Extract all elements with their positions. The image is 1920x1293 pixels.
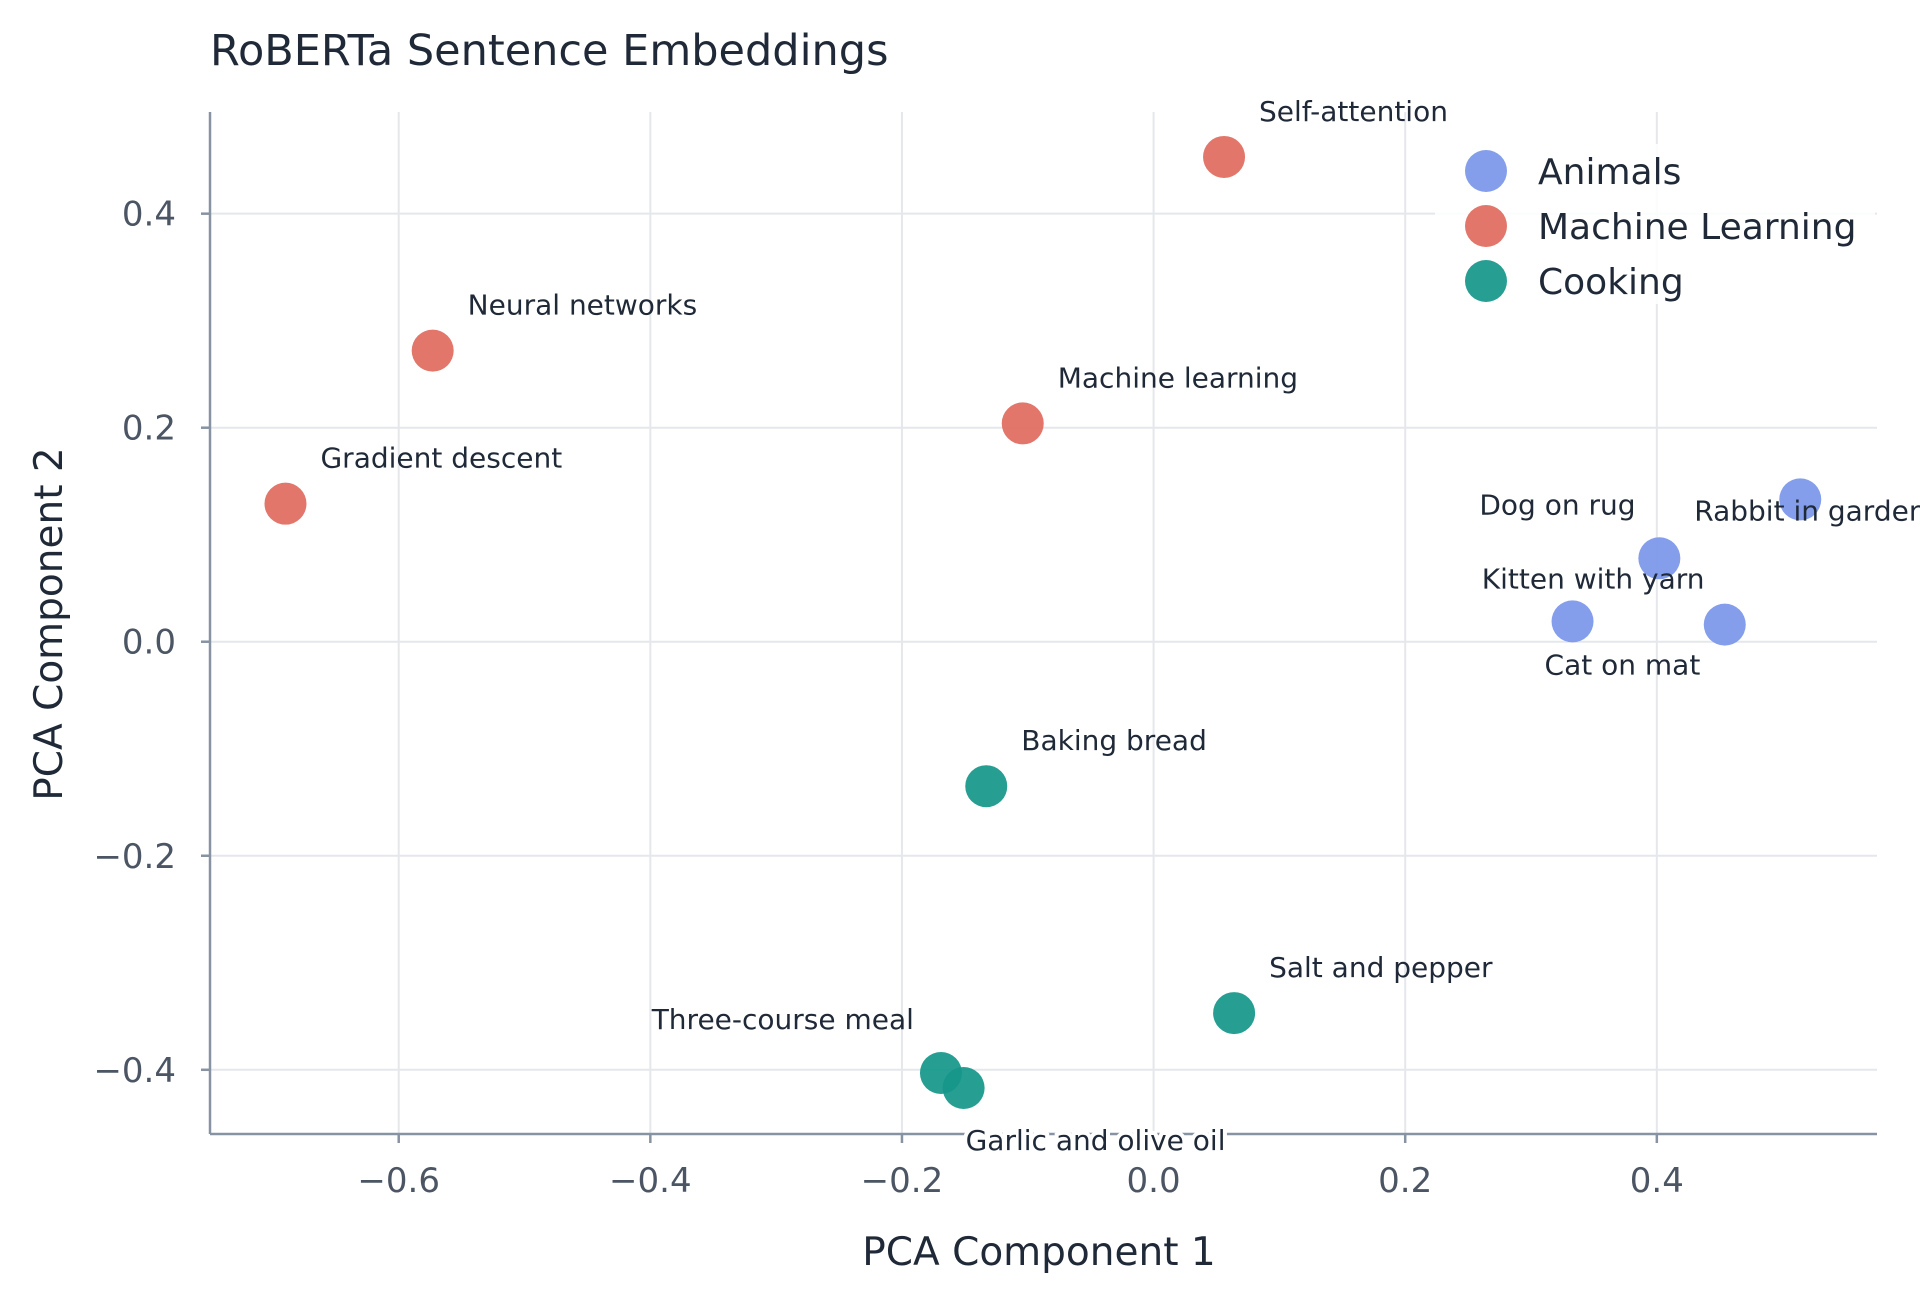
point-label: Garlic and olive oil <box>966 1124 1226 1157</box>
point-label: Kitten with yarn <box>1482 563 1705 596</box>
legend-marker <box>1465 205 1507 247</box>
point-label: Rabbit in garden <box>1694 494 1920 527</box>
point-labels: Cat on mat Dog on rug Kitten with yarn Rabb… <box>320 95 1920 1161</box>
point-label: Self-attention <box>1259 95 1448 128</box>
y-tick-label: 0.0 <box>122 623 176 663</box>
data-point <box>942 1066 985 1109</box>
point-label: Cat on mat <box>1545 648 1701 681</box>
legend-marker <box>1465 150 1507 192</box>
chart-title: RoBERTa Sentence Embeddings <box>210 26 888 76</box>
point-label: Gradient descent <box>320 442 562 475</box>
legend: Animals Machine Learning Cooking <box>1435 144 1875 304</box>
data-point <box>411 329 454 372</box>
point-label: Three-course meal <box>651 1003 914 1036</box>
y-axis-title: PCA Component 2 <box>27 447 72 800</box>
x-tick-label: −0.2 <box>861 1161 944 1201</box>
legend-label: Animals <box>1538 152 1681 193</box>
data-point <box>1638 537 1681 580</box>
tick-labels: −0.6 −0.4 −0.2 0.0 0.2 0.4 −0.4 −0.2 0.0 0.2 0.4 <box>93 195 1683 1201</box>
y-tick-label: −0.2 <box>93 837 176 877</box>
point-label: Salt and pepper <box>1269 951 1493 984</box>
data-point <box>1213 992 1256 1035</box>
data-point <box>1203 135 1246 178</box>
legend-label: Machine Learning <box>1538 207 1856 248</box>
legend-marker <box>1465 260 1507 302</box>
point-label: Machine learning <box>1058 361 1298 394</box>
y-tick-label: 0.2 <box>122 409 176 449</box>
point-label: Neural networks <box>468 289 698 322</box>
data-point <box>1779 478 1822 521</box>
point-label: Dog on rug <box>1479 488 1635 521</box>
x-tick-label: −0.4 <box>609 1161 692 1201</box>
data-point <box>1001 402 1044 445</box>
x-tick-label: 0.4 <box>1630 1161 1684 1201</box>
data-points <box>264 135 1822 1109</box>
data-point <box>264 482 307 525</box>
x-tick-label: −0.6 <box>357 1161 440 1201</box>
data-point <box>965 765 1008 808</box>
x-axis-title: PCA Component 1 <box>862 1230 1215 1275</box>
legend-label: Cooking <box>1538 262 1684 303</box>
point-label: Baking bread <box>1021 724 1207 757</box>
data-point <box>1703 603 1746 646</box>
x-tick-label: 0.0 <box>1127 1161 1181 1201</box>
y-tick-label: −0.4 <box>93 1051 176 1091</box>
data-point <box>1551 600 1594 643</box>
legend-box <box>1435 144 1875 304</box>
x-tick-label: 0.2 <box>1378 1161 1432 1201</box>
axes <box>201 112 1877 1143</box>
y-tick-label: 0.4 <box>122 195 176 235</box>
